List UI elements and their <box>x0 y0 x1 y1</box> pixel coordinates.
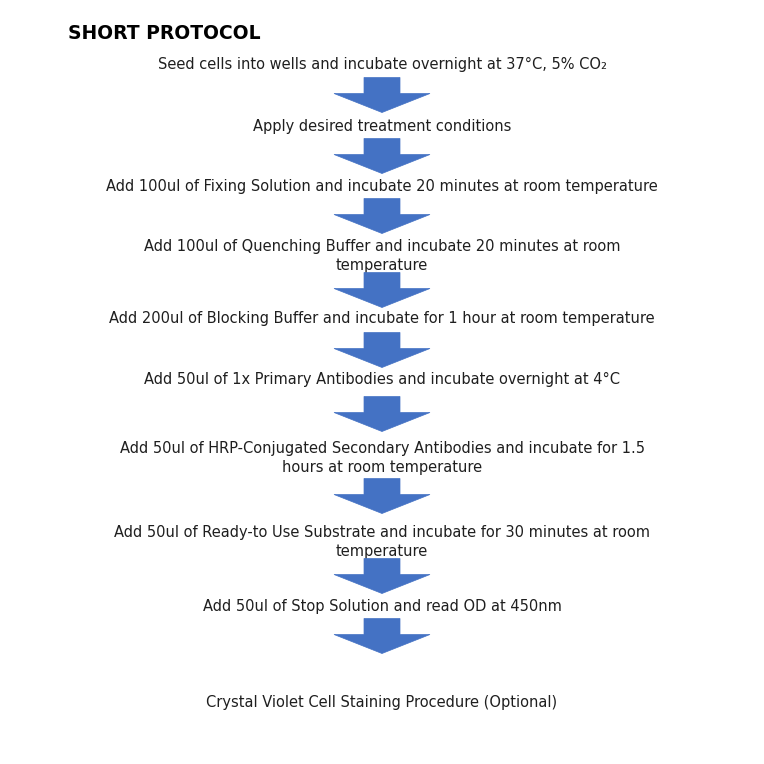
Polygon shape <box>334 332 430 367</box>
Polygon shape <box>334 619 430 653</box>
Polygon shape <box>334 397 430 432</box>
Text: Add 50ul of HRP-Conjugated Secondary Antibodies and incubate for 1.5
hours at ro: Add 50ul of HRP-Conjugated Secondary Ant… <box>119 441 645 475</box>
Text: Add 50ul of Stop Solution and read OD at 450nm: Add 50ul of Stop Solution and read OD at… <box>202 598 562 613</box>
Text: Apply des​ired treatment conditions: Apply des​ired treatment conditions <box>253 118 511 134</box>
Text: Add 50ul of 1x Primary Antibodies and incubate overnight at 4°C: Add 50ul of 1x Primary Antibodies and in… <box>144 371 620 387</box>
Text: Add 100ul of Quenching Buffer and incubate 20 minutes at room
temperature: Add 100ul of Quenching Buffer and incuba… <box>144 238 620 274</box>
Text: Seed cells into wells and incubate overnight at 37°C, 5% CO₂: Seed cells into wells and incubate overn… <box>157 57 607 72</box>
Text: Crystal Violet Cell Staining Procedure (Optional): Crystal Violet Cell Staining Procedure (… <box>206 694 558 710</box>
Text: Add 200ul of Blocking Buffer and incubate for 1 hour at room temperature: Add 200ul of Blocking Buffer and incubat… <box>109 312 655 326</box>
Polygon shape <box>334 138 430 173</box>
Text: SHORT PROTOCOL: SHORT PROTOCOL <box>68 24 261 43</box>
Text: Add 50ul of Ready-to Use Substrate and incubate for 30 minutes at room
temperatu: Add 50ul of Ready-to Use Substrate and i… <box>114 525 650 559</box>
Polygon shape <box>334 199 430 234</box>
Polygon shape <box>334 77 430 112</box>
Polygon shape <box>334 558 430 594</box>
Polygon shape <box>334 478 430 513</box>
Text: Add 100ul of Fixing Solution and incubate 20 minutes at room temperature: Add 100ul of Fixing Solution and incubat… <box>106 180 658 195</box>
Polygon shape <box>334 273 430 307</box>
